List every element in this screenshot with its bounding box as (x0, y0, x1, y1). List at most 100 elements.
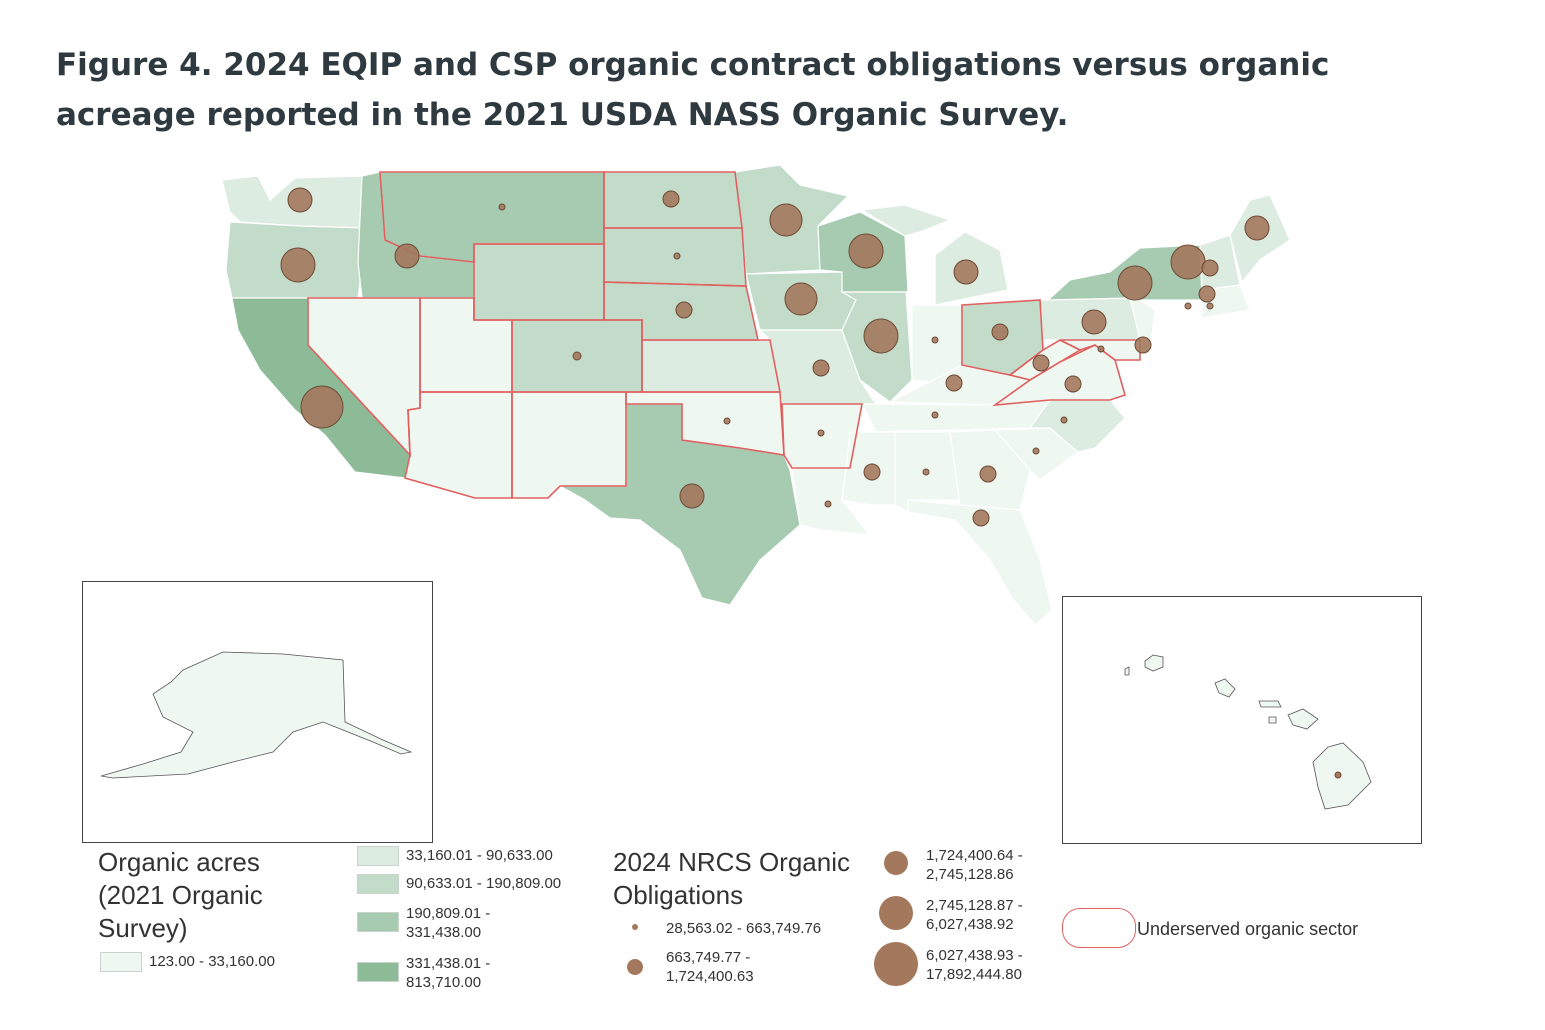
bubble-pennsylvania (1081, 309, 1107, 335)
legend-acres-swatch-3 (357, 874, 399, 894)
legend-acres-swatch-1 (100, 952, 142, 972)
legend-obligations-title-line-2: Obligations (613, 880, 744, 910)
bubble-alabama (922, 468, 930, 476)
bubble-montana (498, 203, 506, 211)
bubble-washington (287, 187, 313, 213)
state-florida (907, 499, 1053, 626)
legend-obligations-label-4: 2,745,128.87 - 6,027,438.92 (926, 896, 1126, 934)
legend-obligations-label-5-line-1: 6,027,438.93 - (926, 947, 1023, 964)
legend-obligations-label-3-line-1: 1,724,400.64 - (926, 847, 1023, 864)
legend-acres-label-5-line-1: 331,438.01 - (406, 955, 491, 972)
legend-obligations-label-2-line-1: 663,749.77 - (666, 949, 751, 966)
bubble-west-virginia (1032, 354, 1050, 372)
bubble-texas (679, 483, 705, 509)
bubble-georgia (979, 465, 997, 483)
island-oahu (1214, 678, 1236, 698)
legend-acres-label-2-line-1: 33,160.01 - 90,633.00 (406, 847, 553, 864)
bubble-connecticut (1184, 302, 1192, 310)
legend-acres-swatch-4 (357, 912, 399, 932)
bubble-illinois (863, 318, 899, 354)
bubble-tennessee (931, 411, 939, 419)
legend-acres-label-5-line-2: 813,710.00 (406, 974, 482, 991)
island-hawaii-big (1312, 742, 1372, 810)
bubble-florida (972, 509, 990, 527)
bubble-idaho (394, 243, 420, 269)
bubble-maine (1244, 215, 1270, 241)
bubble-wisconsin (848, 233, 884, 269)
legend-obligations-title-line-1: 2024 NRCS Organic (613, 847, 850, 877)
legend-acres-label-5: 331,438.01 - 813,710.00 (406, 954, 606, 992)
legend-obligations-label-3-line-2: 2,745,128.86 (926, 866, 1014, 883)
legend-obligations-label-5: 6,027,438.93 - 17,892,444.80 (926, 946, 1126, 984)
legend-obligations-dot-4 (879, 896, 913, 930)
legend-acres-label-2: 33,160.01 - 90,633.00 (406, 846, 606, 865)
island-molokai (1258, 700, 1282, 708)
hawaii-inset (1062, 596, 1422, 844)
legend-obligations-dot-2 (627, 959, 643, 975)
legend-acres-label-3-line-1: 90,633.01 - 190,809.00 (406, 875, 562, 892)
bubble-kentucky (945, 374, 963, 392)
bubble-arkansas (817, 429, 825, 437)
bubble-louisiana (824, 500, 832, 508)
bubble-minnesota (769, 203, 803, 237)
underserved-oklahoma (625, 391, 785, 456)
legend-acres-title: Organic acres (2021 Organic Survey) (98, 846, 328, 945)
bubble-mississippi (863, 463, 881, 481)
legend-obligations-title: 2024 NRCS Organic Obligations (613, 846, 873, 912)
legend-acres-label-3: 90,633.01 - 190,809.00 (406, 874, 606, 893)
legend-obligations-dot-3 (884, 851, 908, 875)
legend-underserved-swatch (1062, 908, 1136, 948)
bubble-oregon (280, 247, 316, 283)
bubble-michigan (953, 259, 979, 285)
hawaii-map (1124, 654, 1372, 810)
legend-acres-label-1: 123.00 - 33,160.00 (149, 952, 349, 971)
bubble-missouri (812, 359, 830, 377)
legend-acres-label-4-line-2: 331,438.00 (406, 924, 482, 941)
state-michigan-upper (860, 204, 952, 237)
bubble-north-dakota (662, 190, 680, 208)
figure-title-line-2: acreage reported in the 2021 USDA NASS O… (56, 97, 1069, 133)
bubble-virginia (1064, 375, 1082, 393)
legend-underserved-label: Underserved organic sector (1137, 919, 1359, 939)
bubble-south-dakota (673, 252, 681, 260)
legend-acres-swatch-5 (357, 962, 399, 982)
bubble-vermont (1170, 244, 1206, 280)
island-kauai (1144, 654, 1164, 672)
legend-acres-label-1-line-1: 123.00 - 33,160.00 (149, 953, 275, 970)
legend-obligations-label-4-line-2: 6,027,438.92 (926, 916, 1014, 933)
bubble-oklahoma (723, 417, 731, 425)
state-wyoming (473, 243, 605, 321)
legend-obligations-label-1-line-1: 28,563.02 - 663,749.76 (666, 920, 822, 937)
legend-acres-label-4-line-1: 190,809.01 - (406, 905, 491, 922)
legend-obligations-dot-1 (632, 924, 638, 930)
bubble-nebraska (675, 301, 693, 319)
alaska-map (100, 651, 413, 779)
underserved-outlines (307, 171, 1141, 499)
figure-title-line-1: Figure 4. 2024 EQIP and CSP organic cont… (56, 47, 1330, 83)
bubble-indiana (931, 336, 939, 344)
underserved-nebraska (603, 281, 759, 341)
obligation-bubbles (280, 187, 1270, 527)
bubble-hawaii (1334, 771, 1342, 779)
legend-obligations-label-3: 1,724,400.64 - 2,745,128.86 (926, 846, 1126, 884)
state-tennessee (861, 399, 1052, 433)
legend-acres-title-line-3: Survey) (98, 913, 188, 943)
legend-obligations-label-2: 663,749.77 - 1,724,400.63 (666, 948, 866, 986)
legend-acres-swatch-2 (357, 846, 399, 866)
legend-obligations-dot-5 (874, 942, 918, 986)
bubble-rhode-island (1206, 302, 1214, 310)
island-niihau (1124, 666, 1130, 676)
bubble-ohio (991, 323, 1009, 341)
bubble-delaware (1134, 336, 1152, 354)
bubble-new-hampshire (1201, 259, 1219, 277)
state-alaska (100, 651, 413, 779)
island-lanai (1268, 716, 1277, 724)
legend-acres-label-4: 190,809.01 - 331,438.00 (406, 904, 606, 942)
bubble-north-carolina (1060, 416, 1068, 424)
bubble-iowa (784, 282, 818, 316)
legend-obligations-label-4-line-1: 2,745,128.87 - (926, 897, 1023, 914)
bubble-maryland (1097, 345, 1105, 353)
bubble-south-carolina (1032, 447, 1040, 455)
legend-acres-title-line-1: Organic acres (98, 847, 260, 877)
